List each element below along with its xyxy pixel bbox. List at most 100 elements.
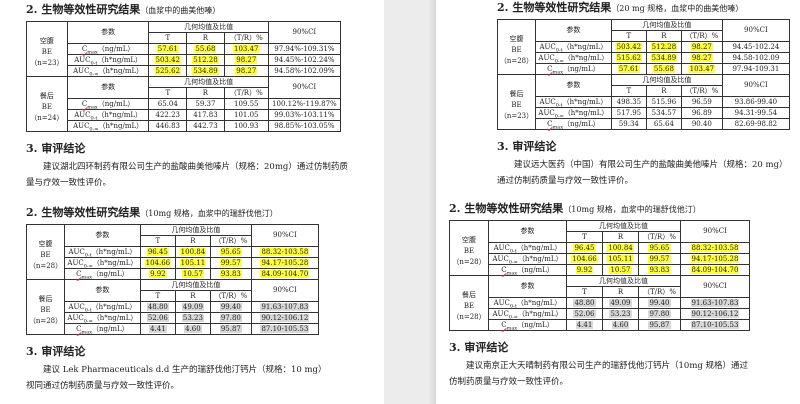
value-cell-ratio: 99.57 (638, 253, 681, 265)
value-cell-t: 96.45 (566, 242, 603, 254)
param-subscript: 0-∞ (554, 57, 564, 64)
value-r: 100.84 (179, 247, 207, 256)
col-header-r: R (186, 32, 225, 44)
value-cell-ratio: 95.65 (209, 246, 252, 258)
param-cell: AUC0-t（h*ng/mL） (66, 54, 150, 66)
param-cell: AUC0-∞（h*ng/mL） (66, 120, 150, 132)
value-ratio: 95.65 (219, 247, 242, 256)
table-row: Cmax（ng/mL） 9.92 10.57 93.83 84.09-104.70 (450, 264, 750, 276)
value-cell-t: 52.06 (139, 312, 176, 324)
col-header-t: T (566, 231, 603, 243)
value-cell-t: 57.61 (148, 43, 188, 55)
group-label-line: BE (463, 301, 475, 310)
value-r: 512.28 (192, 55, 219, 64)
value-cell-r: 65.64 (645, 118, 682, 130)
table-row: AUC0-t（h*ng/mL） 96.45 100.84 95.65 88.32-103… (27, 246, 320, 258)
col-header-t: T (148, 32, 188, 44)
value-t: 9.92 (149, 269, 167, 278)
value-ci: 87.10-105.53 (260, 324, 310, 333)
value-cell-ci: 94.58-102.09 (721, 52, 791, 64)
param-cell: AUC0-t（h*ng/mL） (66, 109, 150, 121)
value-t: 4.41 (575, 320, 594, 329)
value-t: 104.66 (571, 254, 598, 263)
group-label-line: 餐后 (509, 89, 524, 98)
table-row: AUC0-t（h*ng/mL） 503.42 512.28 98.27 94.45%-1… (27, 54, 342, 66)
table-row: AUC0-∞（h*ng/mL） 104.66 105.11 99.57 94.17-10… (450, 253, 750, 265)
value-ci: 87.10-105.53 (690, 320, 740, 329)
conclusion-heading: 3. 审评结论 (26, 142, 86, 155)
value-cell-ci: 94.58%-102.09% (267, 65, 342, 77)
table-row: AUC0-t（h*ng/mL） 48.80 49.09 99.40 91.63-107.… (450, 297, 750, 309)
table-row: Cmax（ng/mL） 4.41 4.60 95.87 87.10-105.53 (27, 323, 320, 335)
param-cell: Cmax（ng/mL） (534, 118, 612, 130)
param-header: 参数 (488, 275, 567, 298)
param-subscript: max (87, 103, 98, 110)
ci-header: 90%CI (250, 279, 320, 302)
value-ci: 84.09-104.70 (260, 269, 310, 278)
table-header-row: 空腹 BE （n=23） 参数 几何均值及比值 90%CI (26, 21, 342, 77)
value-ci: 94.17-105.28 (260, 258, 310, 267)
group-label-line: （n=28） (452, 257, 486, 266)
value-cell-r: 512.28 (645, 41, 682, 53)
table-row: Cmax（ng/mL） 59.34 65.64 90.40 82.69-98.82 (498, 118, 791, 130)
value-cell-ci: 94.45-102.24 (721, 41, 791, 53)
table-row: AUC0-t（h*ng/mL） 422.23 417.83 101.05 99.03%-… (27, 109, 342, 121)
col-header-r: R (186, 87, 225, 99)
value-cell-ci: 94.17-105.28 (680, 253, 750, 265)
value-cell-ratio: 98.27 (680, 52, 723, 64)
value-ratio: 99.57 (219, 258, 242, 267)
param-name: AUC0-∞ (67, 313, 93, 324)
col-header-t: T (610, 30, 647, 42)
param-subscript: max (552, 68, 564, 75)
value-cell-t: 48.80 (139, 301, 176, 313)
param-cell: Cmax（ng/mL） (63, 323, 141, 335)
value-cell-ratio: 96.89 (680, 107, 723, 119)
value-ci: 94.58%-102.09% (274, 66, 335, 75)
value-cell-r: 49.09 (602, 297, 639, 309)
value-cell-r: 49.09 (174, 301, 211, 313)
param-name: AUC0-∞ (538, 108, 564, 119)
value-cell-ci: 90.12-106.12 (680, 308, 750, 320)
table-row: AUC0-∞（h*ng/mL） 517.95 534.57 96.89 94.31-99… (498, 107, 791, 119)
group-label-line: 空腹 (462, 235, 476, 244)
value-cell-ci: 84.09-104.70 (250, 268, 320, 280)
value-cell-ci: 94.31-99.54 (721, 107, 791, 119)
bioequivalence-table: 空腹 BE （n=28） 参数 几何均值及比值 90%CI T R （T/R）% AUC0-t（h… (497, 19, 791, 130)
param-cell: AUC0-∞（h*ng/mL） (488, 253, 567, 265)
value-cell-t: 9.92 (566, 264, 603, 276)
param-name: AUC0-t (493, 298, 517, 309)
param-subscript: 0-t (84, 306, 92, 313)
param-header: 参数 (66, 21, 150, 44)
param-subscript: 0-t (555, 46, 563, 53)
value-ratio: 99.40 (219, 302, 242, 311)
value-ci: 93.86-99.40 (734, 97, 778, 106)
value-r: 49.09 (181, 302, 204, 311)
group-label-line: （n=24） (30, 113, 64, 122)
value-cell-t: 498.35 (610, 96, 647, 108)
value-t: 57.61 (617, 64, 640, 73)
param-unit: （h*ng/mL） (92, 313, 138, 322)
value-cell-t: 517.95 (610, 107, 647, 119)
value-cell-t: 52.06 (566, 308, 603, 320)
param-name: AUC0-∞ (492, 254, 518, 265)
param-name: Cmax (547, 119, 564, 130)
param-subscript: 0-∞ (83, 262, 93, 269)
value-t: 96.45 (573, 243, 596, 252)
param-cell: Cmax（ng/mL） (534, 63, 612, 75)
param-unit: （ng/mL） (97, 99, 135, 108)
ci-header: 90%CI (721, 74, 791, 97)
param-subscript: 0-t (84, 251, 92, 258)
value-ci: 84.09-104.70 (690, 265, 740, 274)
param-name: Cmax (547, 64, 564, 75)
value-cell-r: 4.60 (174, 323, 211, 335)
value-r: 53.23 (609, 309, 632, 318)
param-unit: （ng/mL） (92, 269, 129, 278)
param-unit: （h*ng/mL） (91, 247, 137, 256)
param-name: AUC0-∞ (67, 258, 93, 269)
group-label: 餐后 BE （n=24） (26, 76, 68, 132)
value-r: 442.73 (193, 121, 218, 130)
ci-header: 90%CI (721, 19, 791, 42)
value-ratio: 98.27 (235, 66, 258, 75)
col-header-r: R (645, 85, 682, 97)
param-cell: AUC0-t（h*ng/mL） (63, 301, 141, 313)
